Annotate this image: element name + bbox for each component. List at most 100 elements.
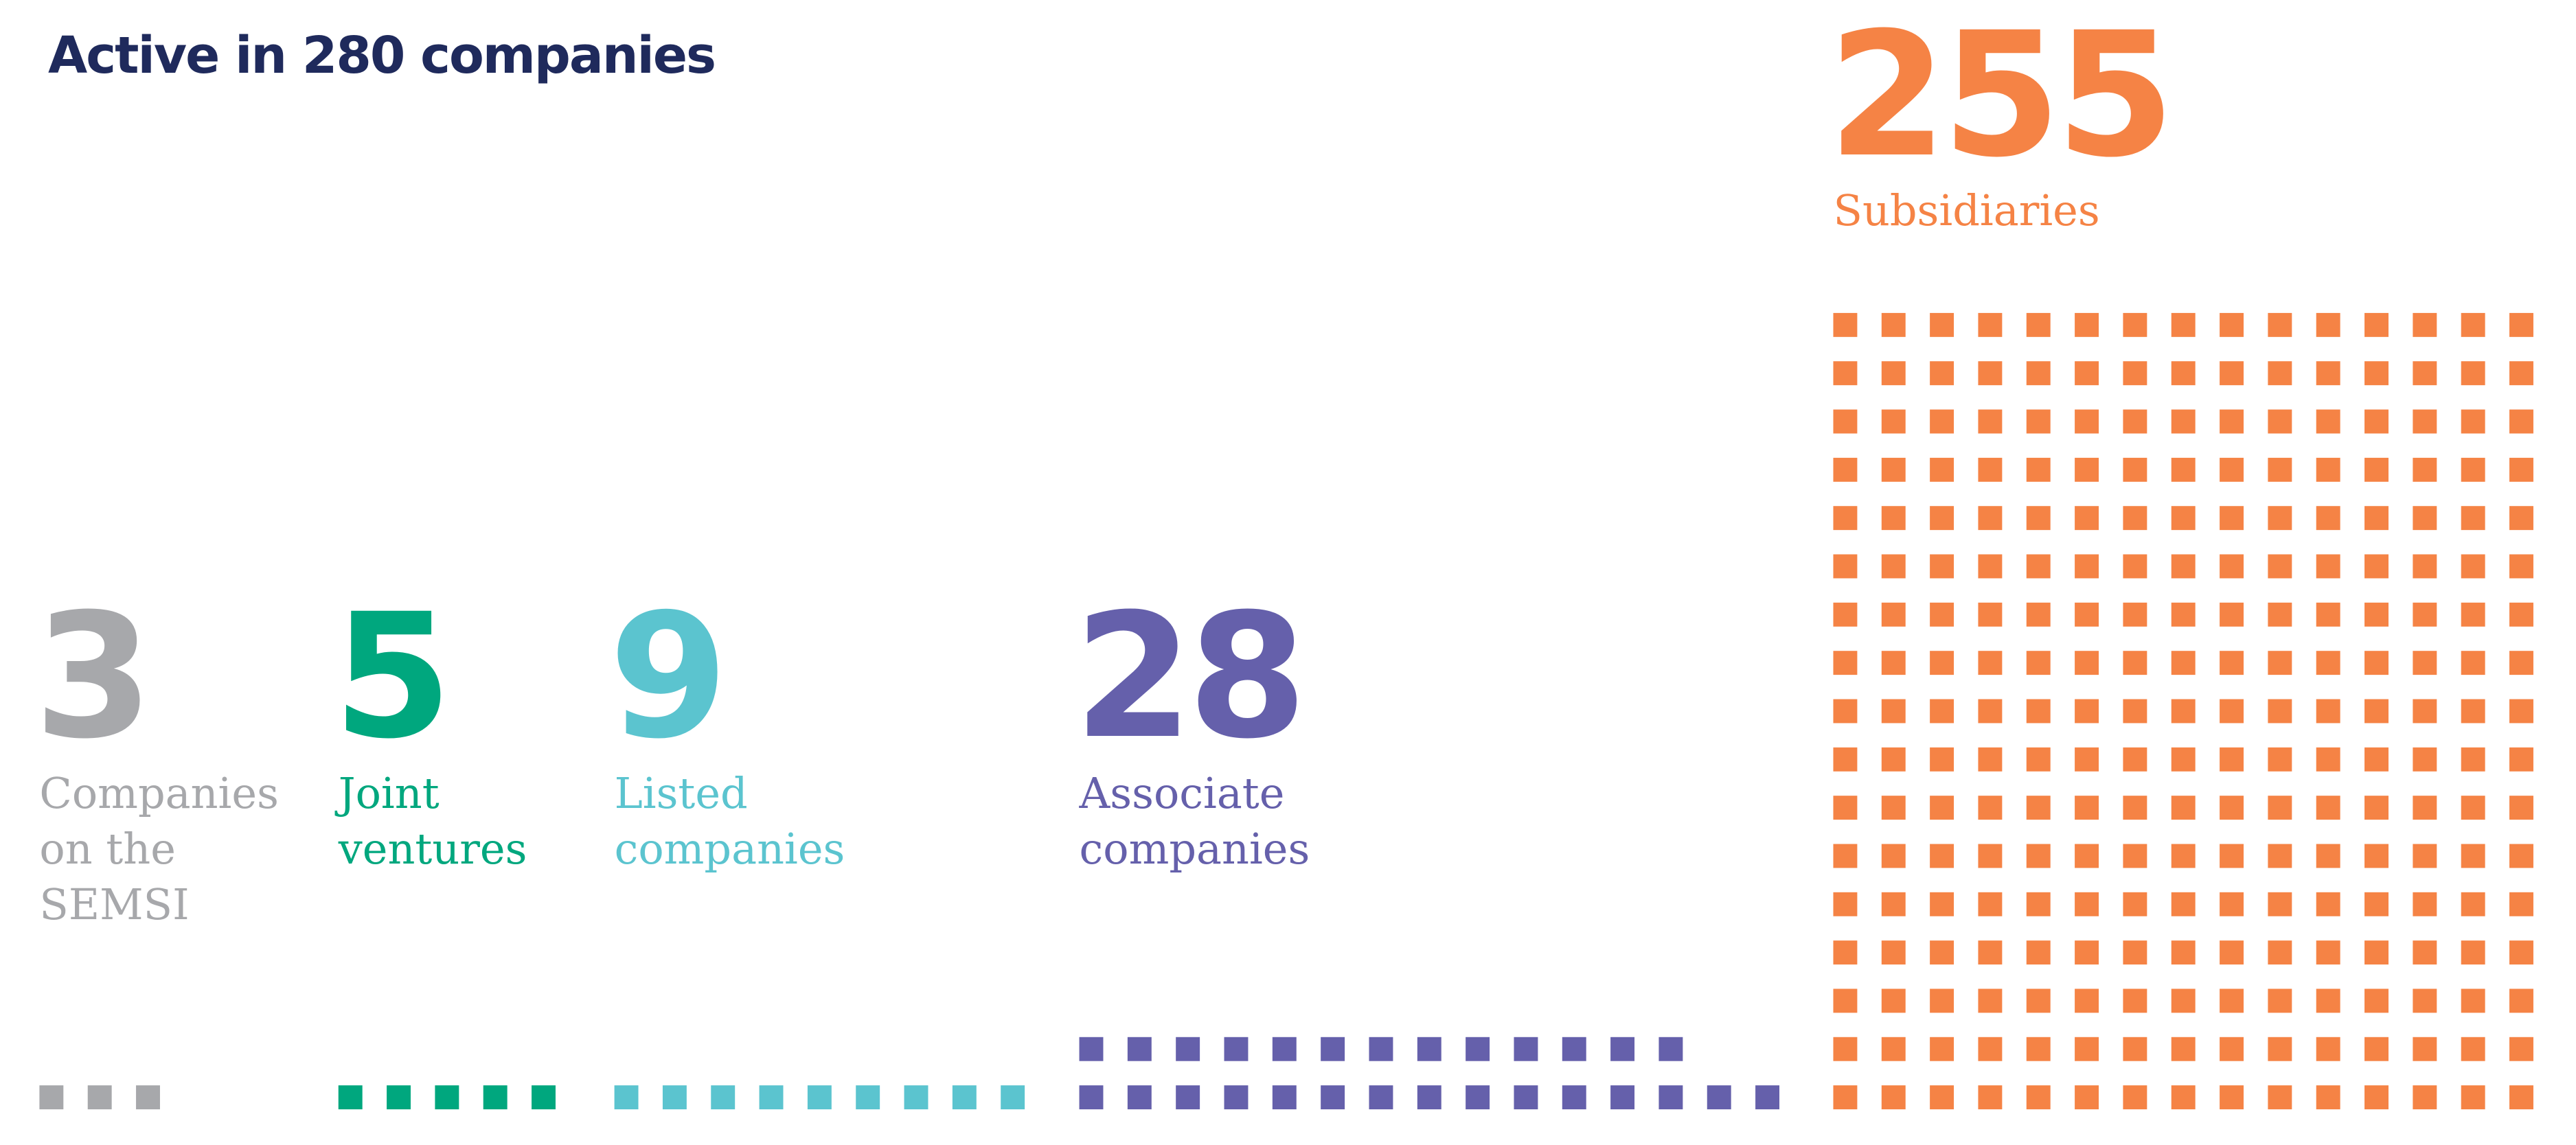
unit-square [1881,747,1906,772]
unit-square [2509,651,2533,675]
unit-square [1833,361,1858,386]
unit-square [2461,1037,2485,1061]
unit-square [2171,554,2196,579]
unit-square [1659,1037,1683,1061]
unit-square [1930,1085,1954,1110]
unit-square [1321,1037,1345,1061]
category-label: Listed companies [614,767,845,874]
category-label: Subsidiaries [1833,185,2100,235]
unit-square [2123,651,2147,675]
unit-square [2268,747,2292,772]
unit-square [2364,651,2389,675]
unit-square [2123,940,2147,965]
unit-square [2123,409,2147,434]
unit-square [2268,699,2292,724]
unit-square [1176,1037,1200,1061]
unit-square [1707,1085,1731,1110]
unit-square [2123,699,2147,724]
unit-square [1930,602,1954,627]
unit-square [2220,699,2244,724]
unit-square [2220,1037,2244,1061]
unit-square [2316,409,2340,434]
unit-square [2026,1037,2051,1061]
unit-square [2461,1085,2485,1110]
unit-square [1466,1037,1490,1061]
unit-square [2123,457,2147,482]
unit-square [1881,312,1906,337]
unit-square [2026,312,2051,337]
unit-square [2509,602,2533,627]
unit-square [1881,988,1906,1013]
value-label: 9 [608,577,729,777]
unit-square [2171,844,2196,868]
unit-square [2123,312,2147,337]
unit-square [1881,1037,1906,1061]
unit-square [2220,844,2244,868]
unit-square [2171,699,2196,724]
unit-square [2413,1037,2437,1061]
unit-square [2268,506,2292,531]
unit-square [1833,602,1858,627]
unit-square [759,1085,784,1110]
unit-square [2123,1085,2147,1110]
unit-square [2316,940,2340,965]
unit-square [1881,506,1906,531]
unit-square [904,1085,928,1110]
unit-square [2075,1037,2099,1061]
unit-square [2171,988,2196,1013]
unit-square [532,1085,556,1110]
unit-square [2461,554,2485,579]
unit-square [1127,1085,1152,1110]
unit-square [2461,988,2485,1013]
unit-square [2075,602,2099,627]
unit-square [2268,312,2292,337]
unit-square [1417,1085,1441,1110]
unit-square [2075,312,2099,337]
unit-square [2123,844,2147,868]
unit-square [1272,1085,1297,1110]
unit-square [2461,409,2485,434]
unit-square [1833,699,1858,724]
unit-square [2171,1037,2196,1061]
unit-square [1930,988,1954,1013]
unit-square [614,1085,639,1110]
unit-square [1978,892,2003,916]
unit-square [2413,409,2437,434]
unit-square [1978,844,2003,868]
unit-square [2171,796,2196,820]
unit-square [2413,1085,2437,1110]
unit-square [2075,409,2099,434]
unit-square [1514,1085,1538,1110]
unit-square [2364,940,2389,965]
unit-square [1881,651,1906,675]
unit-square [2075,361,2099,386]
unit-square [1001,1085,1025,1110]
unit-square [136,1085,160,1110]
unit-square [2268,940,2292,965]
unit-square [2461,312,2485,337]
unit-square [1930,796,1954,820]
unit-square [1562,1085,1586,1110]
unit-square [2268,457,2292,482]
value-label: 255 [1827,0,2175,196]
unit-square [2123,747,2147,772]
unit-square [1978,796,2003,820]
value-label: 5 [332,577,453,777]
unit-square [1881,602,1906,627]
unit-square [1930,312,1954,337]
unit-square [2220,312,2244,337]
unit-square [2509,457,2533,482]
unit-square [2171,506,2196,531]
category-label: Joint ventures [338,767,527,874]
unit-square [2316,844,2340,868]
unit-square [2316,699,2340,724]
unit-square [2220,602,2244,627]
unit-square [2509,796,2533,820]
unit-square [1833,457,1858,482]
unit-square [1321,1085,1345,1110]
unit-square [2364,312,2389,337]
unit-square [2461,796,2485,820]
unit-square [2413,796,2437,820]
unit-square [2026,409,2051,434]
unit-square [1978,1085,2003,1110]
